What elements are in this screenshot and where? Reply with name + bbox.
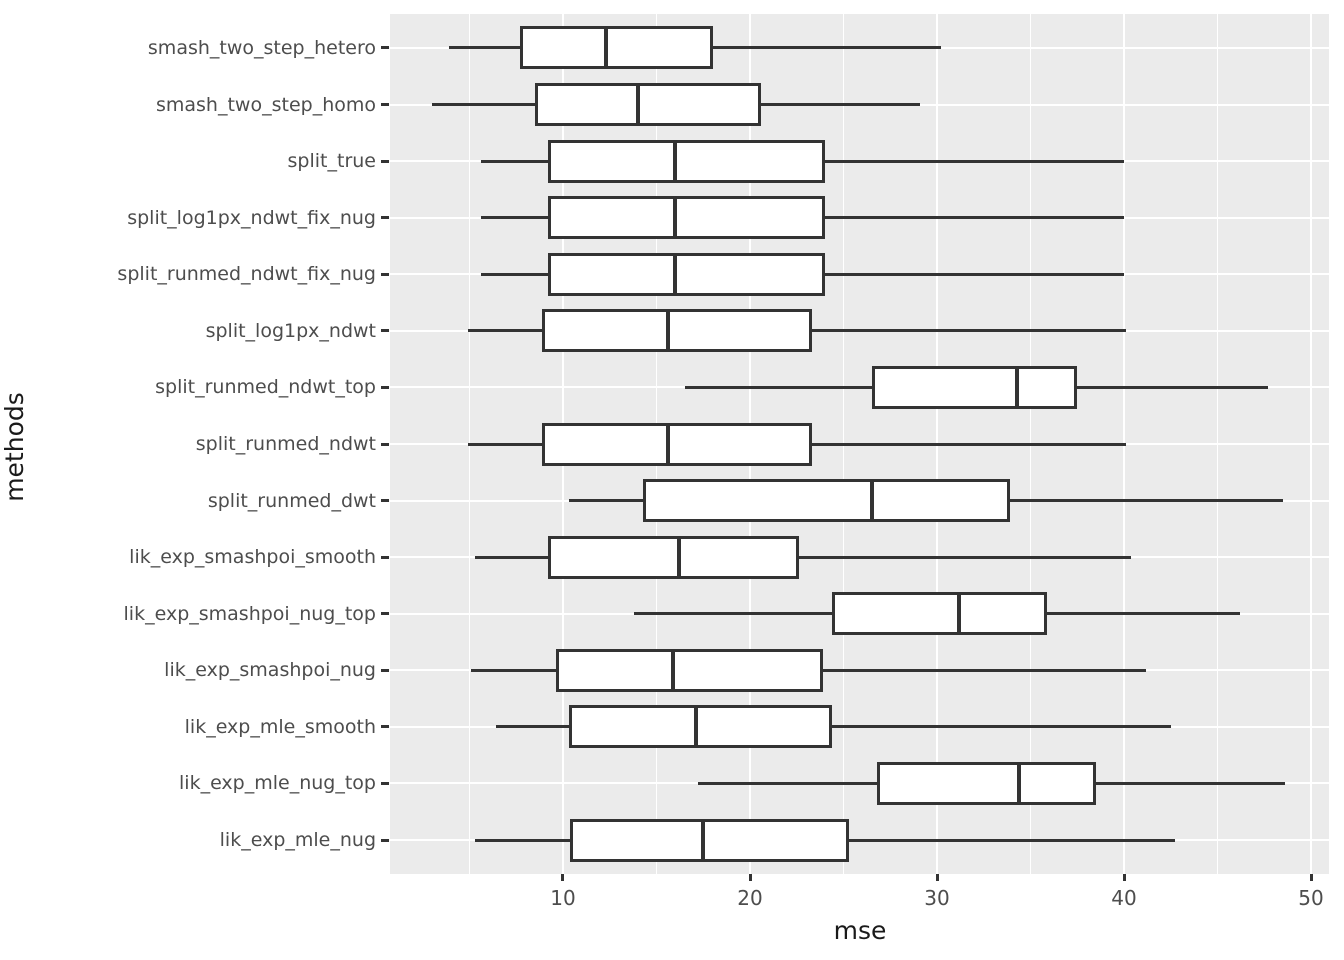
boxplot-median [701, 818, 706, 862]
boxplot-box [548, 535, 799, 579]
y-tick-mark [381, 838, 389, 842]
y-tick-label: split_log1px_ndwt_fix_nug [127, 206, 376, 229]
boxplot-median [673, 196, 678, 240]
y-tick-label: lik_exp_smashpoi_nug_top [123, 602, 376, 625]
y-tick-mark [381, 103, 389, 107]
y-tick-mark [381, 555, 389, 559]
y-tick-label: split_runmed_ndwt_top [155, 376, 376, 399]
y-tick-mark [381, 159, 389, 163]
y-tick-label: split_runmed_ndwt [195, 433, 376, 455]
boxplot-box [877, 761, 1096, 805]
y-tick-label: smash_two_step_homo [155, 93, 376, 116]
boxplot-whisker [495, 725, 1171, 729]
boxplot-median [604, 26, 608, 70]
y-tick-label: lik_exp_mle_smooth [184, 715, 376, 738]
y-tick-label: split_runmed_dwt [207, 489, 376, 512]
boxplot-box [832, 592, 1048, 636]
y-tick-label: lik_exp_mle_nug [219, 829, 376, 852]
boxplot-box [643, 479, 1010, 523]
boxplot-box [548, 139, 825, 183]
boxplot-median [676, 535, 681, 579]
x-tick-mark [1309, 874, 1313, 881]
boxplot-box [570, 818, 850, 862]
y-tick-mark [381, 329, 389, 333]
x-tick-label: 30 [924, 886, 950, 910]
y-tick-label: lik_exp_smashpoi_nug [164, 659, 376, 682]
boxplot-box [534, 83, 762, 127]
y-tick-label: split_runmed_ndwt_fix_nug [117, 263, 376, 286]
plot-panel [390, 14, 1329, 874]
y-tick-mark [381, 612, 389, 616]
boxplot-median [673, 252, 678, 296]
y-tick-mark [381, 46, 389, 50]
boxplot-median [693, 705, 698, 749]
boxplot-median [1017, 761, 1022, 805]
y-tick-label: lik_exp_mle_nug_top [179, 772, 376, 795]
x-tick-label: 40 [1111, 886, 1137, 910]
y-tick-label: split_log1px_ndwt [205, 319, 376, 342]
boxplot-box [542, 309, 812, 353]
x-tick-mark [935, 874, 939, 881]
y-tick-mark [381, 668, 389, 672]
boxplot-box [519, 26, 713, 70]
x-tick-label: 50 [1298, 886, 1324, 910]
boxplot-box [548, 196, 825, 240]
boxplot-box [555, 648, 823, 692]
y-tick-mark [381, 442, 389, 446]
boxplot-box [542, 422, 812, 466]
y-tick-mark [381, 499, 389, 503]
y-tick-mark [381, 216, 389, 220]
boxplot-median [869, 479, 874, 523]
boxplot-median [665, 309, 670, 353]
y-tick-mark [381, 385, 389, 389]
boxplot-median [665, 422, 670, 466]
y-tick-label: lik_exp_smashpoi_smooth [129, 546, 376, 569]
x-tick-label: 10 [550, 886, 576, 910]
x-tick-mark [561, 874, 565, 881]
boxplot-median [1015, 365, 1020, 409]
y-tick-label: smash_two_step_hetero [147, 36, 376, 59]
boxplot-median [671, 648, 676, 692]
y-tick-mark [381, 781, 389, 785]
y-tick-mark [381, 272, 389, 276]
y-tick-label: split_true [287, 150, 376, 173]
boxplot-box [568, 705, 833, 749]
x-tick-mark [748, 874, 752, 881]
x-axis-title: mse [833, 916, 887, 945]
y-tick-mark [381, 725, 389, 729]
x-tick-mark [1122, 874, 1126, 881]
boxplot-median [673, 139, 678, 183]
boxplot-median [635, 83, 640, 127]
boxplot-whisker [475, 555, 1132, 559]
boxplot-box [548, 252, 825, 296]
boxplot-box [871, 365, 1078, 409]
x-tick-label: 20 [737, 886, 763, 910]
boxplot-median [957, 592, 962, 636]
